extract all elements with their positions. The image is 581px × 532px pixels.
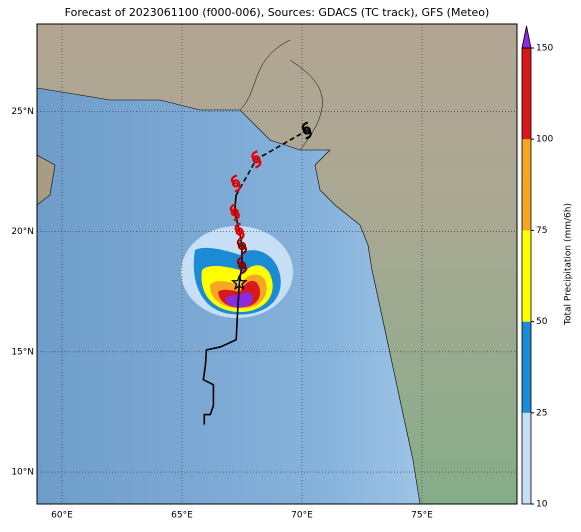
x-tick-label: 70°E <box>291 511 313 521</box>
y-tick-label: 20°N <box>11 227 34 237</box>
colorbar-segment <box>522 412 531 504</box>
map-frame <box>36 23 518 505</box>
map-background <box>37 24 517 504</box>
colorbar-tick-label: 25 <box>536 408 547 418</box>
colorbar-tick-label: 150 <box>536 44 553 54</box>
track-line <box>202 195 243 425</box>
chart-title: Forecast of 2023061100 (f000-006), Sourc… <box>65 6 490 19</box>
colorbar: 10 25 50 75 100 150 <box>521 25 553 510</box>
x-tick-label: 65°E <box>171 511 193 521</box>
colorbar-segment <box>522 230 531 322</box>
colorbar-tick-label: 10 <box>536 500 548 510</box>
colorbar-segment <box>522 321 531 413</box>
cyclone-marker <box>251 150 262 169</box>
colorbar-tick-label: 75 <box>536 226 547 236</box>
current-position <box>230 274 248 291</box>
cyclone-marker <box>230 174 242 193</box>
x-tick-label: 60°E <box>51 511 73 521</box>
colorbar-extension <box>521 25 532 49</box>
grid: 60°E 65°E 70°E 75°E 10°N 15°N 20°N 25°N <box>11 24 517 521</box>
x-tick-label: 75°E <box>411 511 433 521</box>
y-tick-label: 15°N <box>11 347 34 357</box>
colorbar-label: Total Precipitation (mm/6h) <box>564 203 574 326</box>
cyclone-marker <box>234 222 245 241</box>
y-tick-label: 10°N <box>11 468 34 478</box>
colorbar-segment <box>522 139 531 231</box>
colorbar-tick-label: 100 <box>536 135 553 145</box>
track-layer <box>202 121 312 425</box>
colorbar-segment <box>522 48 531 140</box>
y-tick-label: 25°N <box>11 107 34 117</box>
colorbar-frame <box>521 47 532 505</box>
colorbar-tick-label: 50 <box>536 317 548 327</box>
cyclone-marker <box>229 203 240 222</box>
cyclone-marker <box>301 121 312 140</box>
cyclone-marker <box>236 256 248 275</box>
